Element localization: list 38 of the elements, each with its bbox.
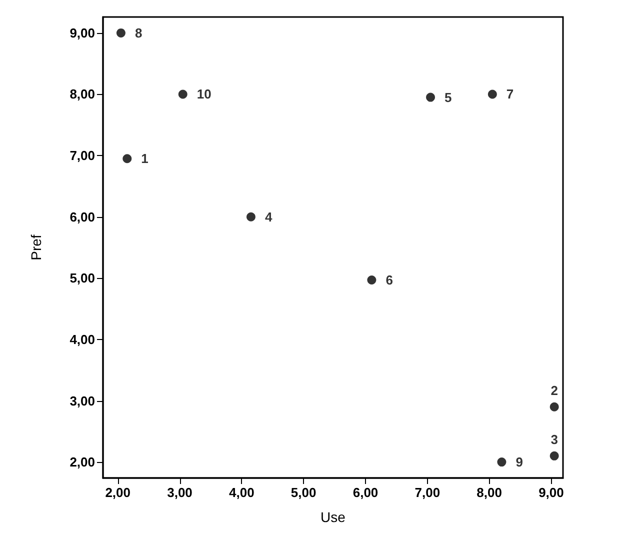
- y-tick-label: 5,00: [70, 270, 95, 286]
- annotation: 5: [444, 90, 452, 105]
- x-axis-title: Use: [320, 509, 346, 525]
- annotation: 9: [516, 454, 523, 470]
- point: [122, 154, 132, 164]
- y-tick-label: 4,00: [70, 332, 95, 347]
- y-tick-label: 2,00: [70, 454, 95, 470]
- annotation: 3: [550, 432, 558, 447]
- x-tick-label: 5,00: [290, 485, 316, 500]
- point: [488, 90, 497, 99]
- y-tick-label: 8,00: [70, 86, 95, 102]
- annotation: 10: [196, 86, 212, 102]
- x-tick-label: 4,00: [229, 485, 254, 500]
- annotation: 6: [386, 272, 393, 288]
- point: [497, 458, 506, 467]
- point: [550, 402, 559, 412]
- point: [367, 275, 376, 284]
- point: [116, 28, 126, 38]
- annotation: 1: [141, 151, 148, 166]
- y-tick-label: 9,00: [70, 25, 95, 40]
- point: [178, 90, 188, 99]
- x-tick-label: 3,00: [167, 485, 192, 500]
- x-tick-label: 9,00: [538, 485, 564, 500]
- y-tick-label: 7,00: [70, 148, 95, 164]
- x-tick-label: 2,00: [105, 485, 131, 500]
- y-axis-title: Pref: [28, 234, 44, 260]
- annotation: 8: [134, 25, 142, 40]
- y-tick-label: 6,00: [70, 209, 95, 224]
- annotation: 2: [550, 382, 558, 398]
- annotation: 7: [506, 86, 514, 102]
- annotation: 4: [264, 209, 273, 224]
- x-tick-label: 8,00: [476, 485, 502, 500]
- point: [246, 212, 256, 222]
- point: [426, 92, 436, 102]
- x-tick-label: 6,00: [352, 485, 378, 500]
- point: [550, 451, 559, 460]
- x-tick-label: 7,00: [414, 485, 440, 500]
- y-tick-label: 3,00: [70, 393, 95, 408]
